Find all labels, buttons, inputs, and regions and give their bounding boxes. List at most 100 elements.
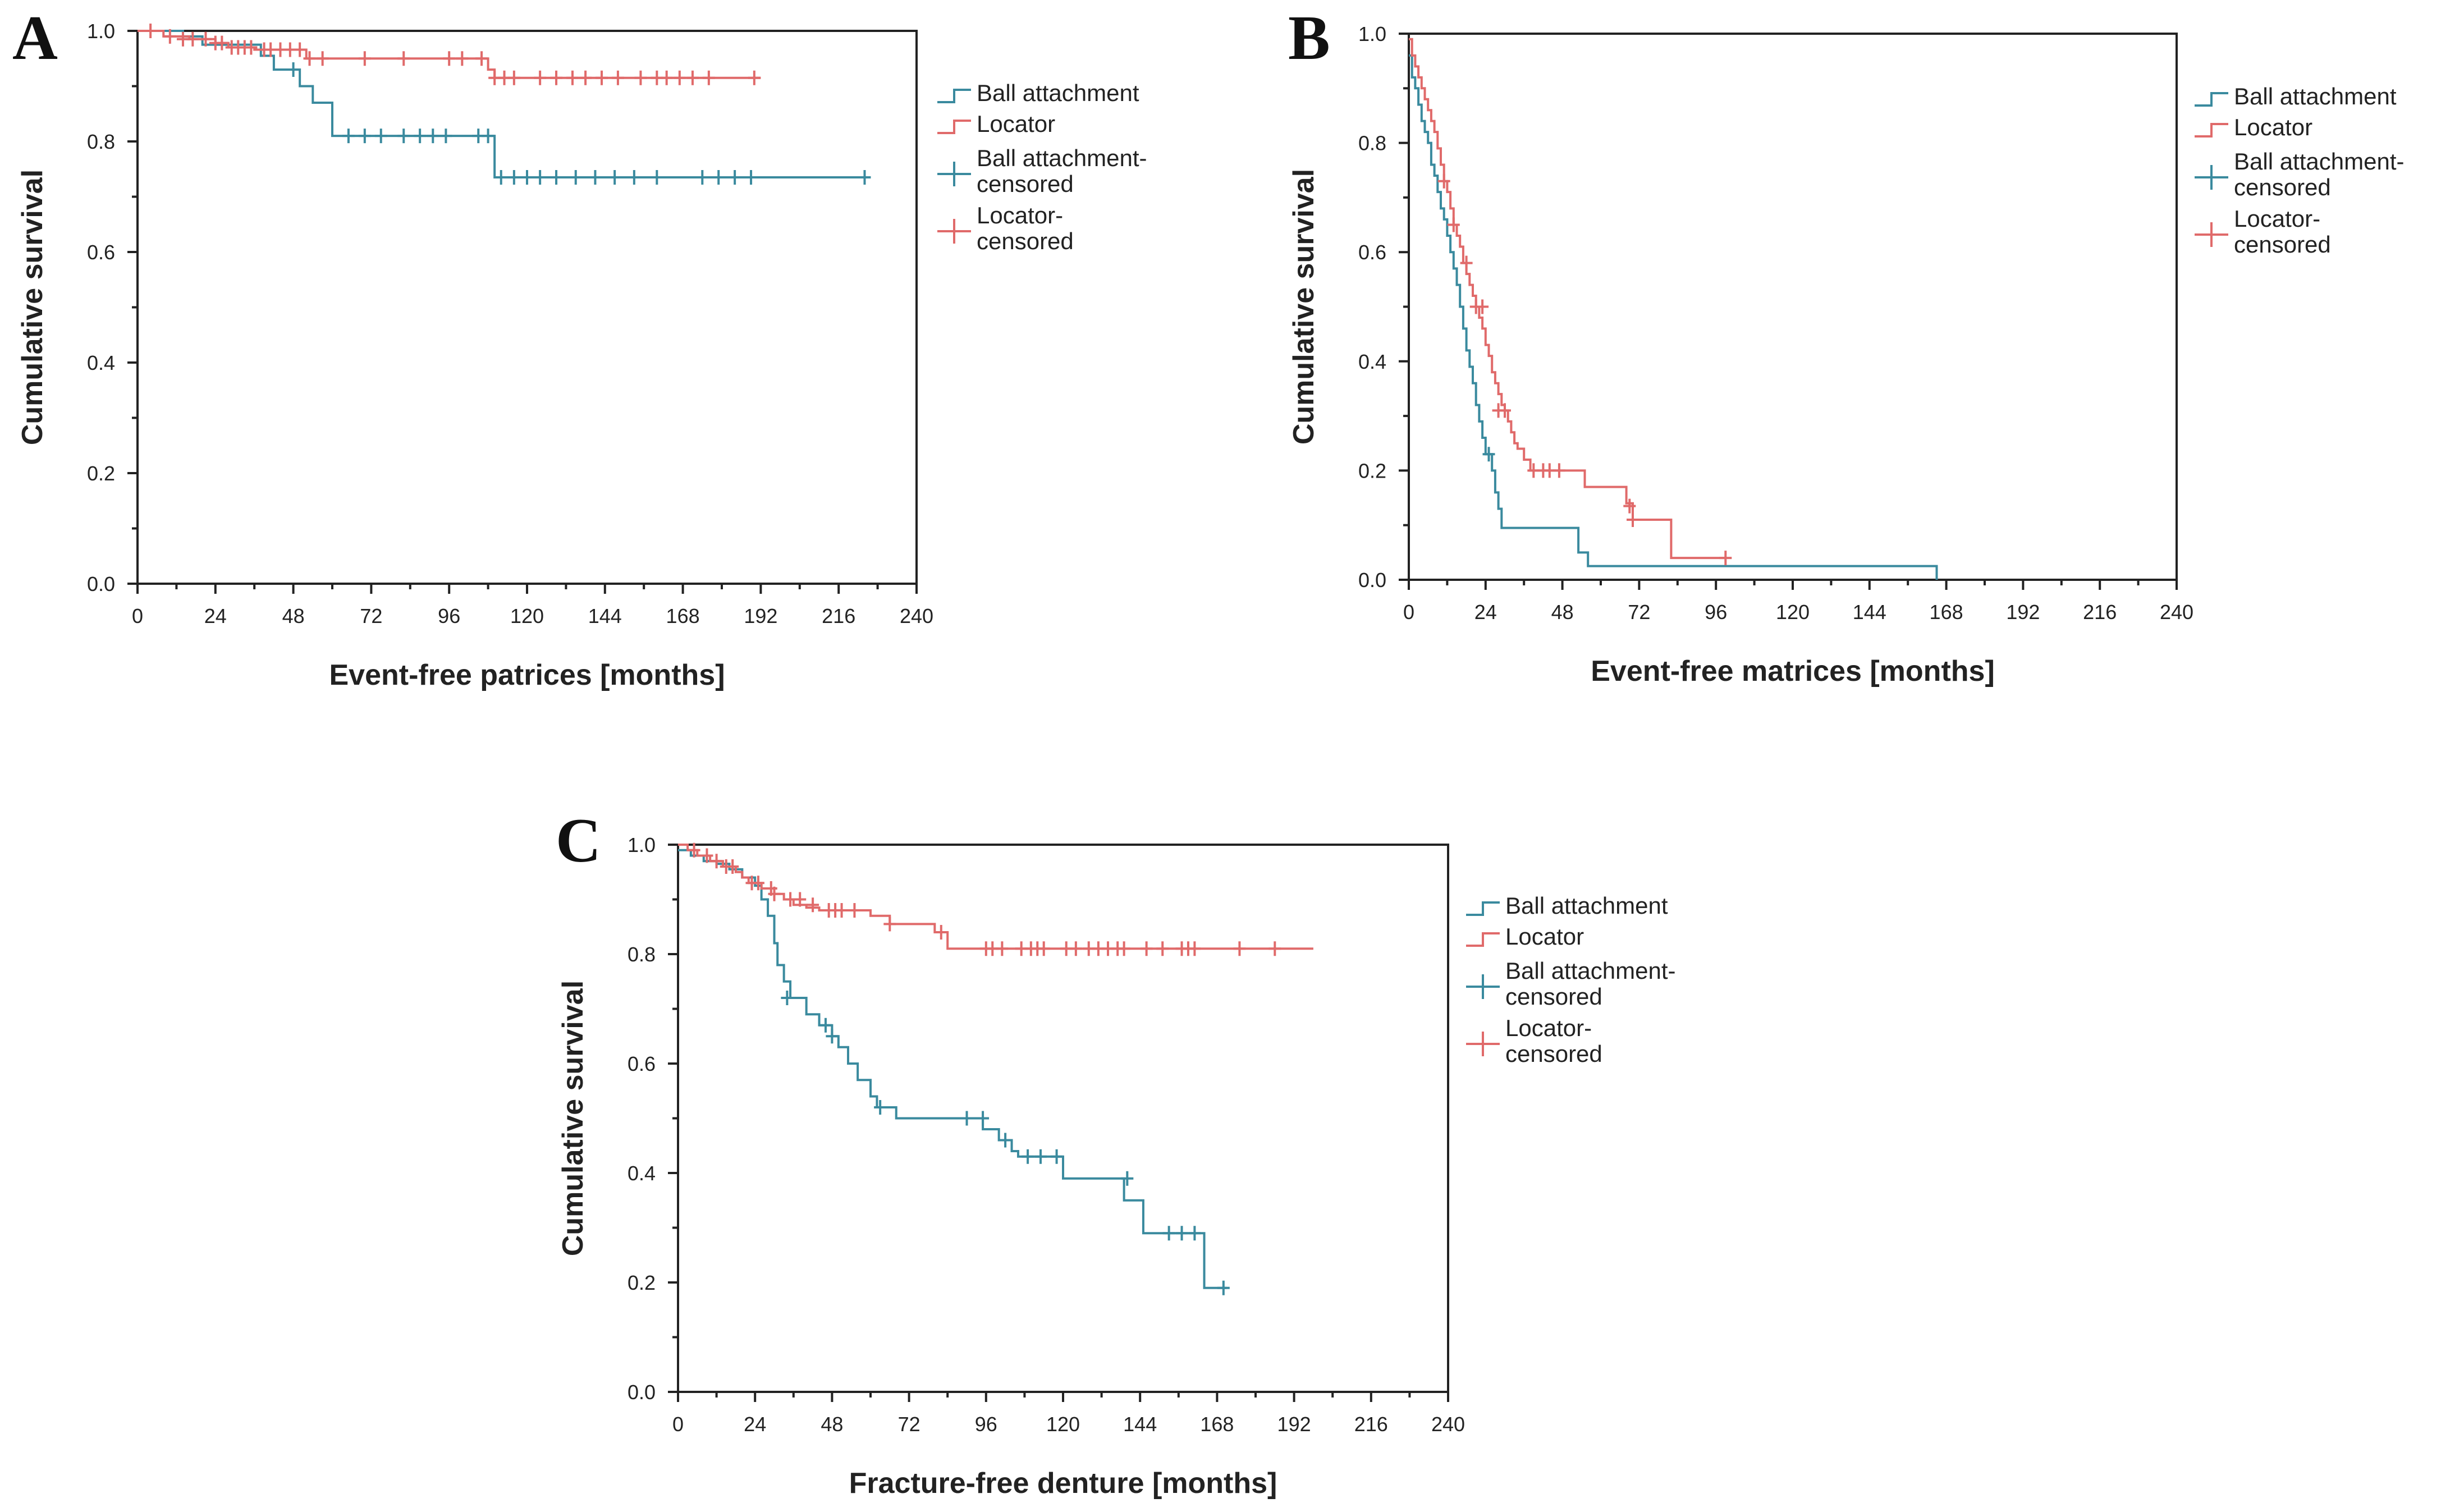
- legend: Ball attachment Locator Ball attachment-ce…: [937, 80, 1147, 254]
- panel-label-b: B: [1288, 3, 1330, 73]
- y-tick-label: 0.6: [87, 241, 115, 264]
- censor-mark-locator: [1476, 299, 1489, 314]
- legend-label-ball: Ball attachment: [2234, 83, 2397, 109]
- legend: Ball attachment Locator Ball attachment-ce…: [1466, 892, 1675, 1067]
- x-tick-label: 48: [821, 1413, 843, 1436]
- censor-mark-ball: [1050, 1149, 1063, 1164]
- censor-mark-locator: [748, 70, 761, 85]
- y-axis-title: Cumulative survival: [16, 169, 49, 445]
- censor-mark-locator: [634, 70, 647, 85]
- series-line-ball: [678, 849, 1227, 1289]
- x-tick-label: 168: [1200, 1413, 1234, 1436]
- legend-label-ball-censored-2: censored: [2234, 174, 2331, 200]
- x-tick-label: 216: [822, 604, 855, 627]
- legend-swatch-ball-censored: [937, 162, 971, 186]
- censor-mark-locator: [358, 51, 371, 66]
- censor-mark-locator: [186, 31, 199, 47]
- x-tick-label: 96: [1705, 601, 1727, 624]
- legend-label-locator: Locator: [2234, 114, 2312, 140]
- censor-mark-locator: [835, 903, 848, 918]
- censor-mark-locator: [163, 29, 176, 44]
- x-axis-title: Event-free matrices [months]: [1591, 655, 1995, 688]
- censor-mark-ball: [781, 991, 794, 1005]
- censor-mark-locator: [1069, 941, 1082, 956]
- x-tick-label: 144: [1853, 601, 1886, 624]
- censor-mark-locator: [534, 70, 547, 85]
- censor-mark-locator: [199, 31, 212, 47]
- x-tick-label: 168: [1930, 601, 1963, 624]
- censor-mark-locator: [316, 51, 329, 66]
- censor-mark-ball: [651, 170, 663, 185]
- censor-mark-locator: [456, 51, 469, 66]
- censor-mark-ball: [1188, 1226, 1201, 1241]
- censor-mark-locator: [700, 848, 713, 863]
- censor-mark-locator: [144, 24, 157, 38]
- censor-mark-ball: [874, 1100, 887, 1115]
- x-tick-label: 240: [2160, 601, 2193, 624]
- legend-label-ball: Ball attachment: [977, 80, 1139, 106]
- censor-mark-ball: [1121, 1171, 1134, 1186]
- y-tick-label: 0.0: [87, 572, 115, 595]
- x-tick-label: 48: [282, 604, 305, 627]
- censor-mark-locator: [475, 51, 488, 66]
- series-line-ball: [1409, 54, 1938, 580]
- legend-label-locator: Locator: [1505, 923, 1584, 950]
- censor-mark-locator: [1118, 941, 1130, 956]
- y-tick-label: 0.6: [628, 1052, 656, 1075]
- censor-mark-ball: [494, 170, 507, 185]
- legend: Ball attachment Locator Ball attachment-ce…: [2195, 83, 2404, 258]
- censor-mark-ball: [1034, 1149, 1047, 1164]
- y-tick-label: 0.2: [87, 462, 115, 485]
- censor-mark-locator: [807, 897, 819, 913]
- legend-label-ball: Ball attachment: [1505, 892, 1668, 919]
- y-tick-label: 0.0: [1358, 569, 1386, 592]
- x-axis-title: Fracture-free denture [months]: [849, 1467, 1277, 1500]
- legend-label-ball-censored: Ball attachment-: [977, 145, 1147, 171]
- censor-mark-ball: [999, 1133, 1012, 1148]
- censor-mark-locator: [1268, 941, 1281, 956]
- legend-swatch-ball-censored: [2195, 165, 2228, 190]
- censor-mark-locator: [935, 925, 947, 940]
- censor-mark-locator: [996, 941, 1009, 956]
- censor-mark-locator: [1552, 463, 1565, 478]
- legend-label-ball-censored-2: censored: [1505, 983, 1602, 1010]
- censor-mark-ball: [960, 1111, 973, 1126]
- censor-mark-locator: [848, 903, 861, 918]
- x-tick-label: 72: [898, 1413, 920, 1436]
- x-tick-label: 144: [1123, 1413, 1157, 1436]
- censor-mark-ball: [729, 170, 741, 185]
- censor-mark-locator: [1719, 551, 1732, 566]
- x-tick-label: 192: [744, 604, 777, 627]
- censor-mark-ball: [569, 170, 582, 185]
- legend-label-ball-censored: Ball attachment-: [2234, 148, 2404, 175]
- censor-mark-ball: [374, 129, 387, 144]
- censor-mark-locator: [443, 51, 456, 66]
- censor-mark-ball: [826, 1029, 839, 1044]
- y-tick-label: 0.0: [628, 1381, 656, 1404]
- legend-swatch-locator: [1466, 932, 1500, 947]
- y-tick-label: 1.0: [1358, 22, 1386, 45]
- legend-swatch-locator-censored: [1466, 1032, 1500, 1056]
- legend-swatch-locator: [2195, 123, 2228, 138]
- censor-mark-ball: [287, 62, 300, 77]
- legend-label-locator-censored-2: censored: [2234, 231, 2331, 258]
- chart-panel-c: 0 24 48 72 96 120 144 168 192 216 240 0.0 0.2 0.4 0.6 0…: [557, 833, 1675, 1500]
- x-tick-label: 120: [1046, 1413, 1080, 1436]
- censor-mark-ball: [1022, 1149, 1034, 1164]
- legend-swatch-ball: [1466, 901, 1500, 916]
- legend-swatch-ball-censored: [1466, 974, 1500, 999]
- censor-mark-ball: [342, 129, 355, 144]
- legend-label-locator: Locator: [977, 111, 1055, 137]
- censor-mark-locator: [1499, 403, 1511, 418]
- censor-mark-ball: [1162, 1226, 1175, 1241]
- censor-mark-ball: [1217, 1280, 1230, 1295]
- x-tick-label: 24: [1474, 601, 1497, 624]
- censor-mark-locator: [579, 70, 592, 85]
- legend-swatch-locator: [937, 120, 971, 134]
- censor-mark-ball: [439, 129, 452, 144]
- y-tick-label: 0.2: [1358, 459, 1386, 482]
- legend-label-locator-censored: Locator-: [2234, 205, 2320, 232]
- legend-swatch-locator-censored: [937, 219, 971, 244]
- censor-mark-ball: [427, 129, 439, 144]
